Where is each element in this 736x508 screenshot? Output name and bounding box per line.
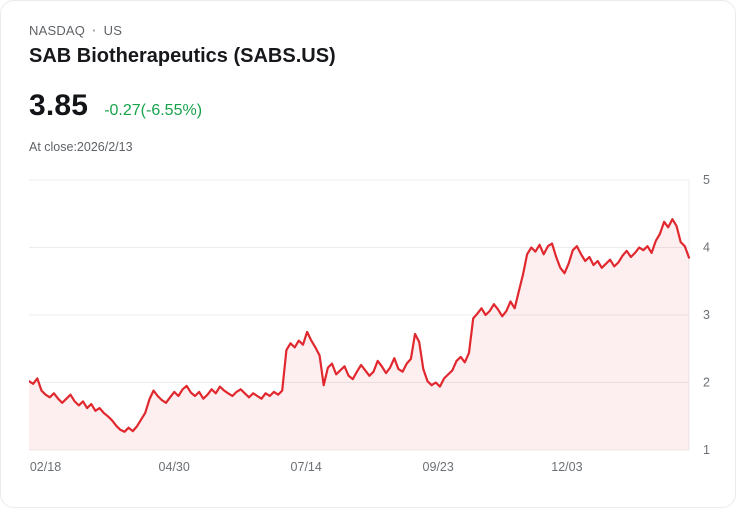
price-row: 3.85 -0.27(-6.55%): [29, 89, 707, 123]
y-axis-tick-label: 2: [703, 376, 710, 390]
price-change: -0.27(-6.55%): [104, 102, 203, 119]
page-title: SAB Biotherapeutics (SABS.US): [29, 45, 336, 67]
x-axis-tick-label: 12/03: [551, 460, 582, 474]
y-axis-tick-label: 5: [703, 174, 710, 187]
price-area: [29, 219, 689, 450]
price-line: [27, 218, 691, 433]
y-axis-tick-label: 4: [703, 241, 710, 255]
exchange-label: NASDAQ: [29, 23, 86, 38]
y-axis-tick-label: 1: [703, 443, 710, 457]
x-axis-tick-label: 02/18: [30, 460, 61, 474]
y-axis-tick-label: 3: [703, 308, 710, 322]
price-value: 3.85: [29, 89, 89, 122]
price-chart-canvas[interactable]: 5 4 3 2 1 02/18 04/30 07/14 09/23 12/03: [27, 173, 733, 478]
x-axis-tick-label: 04/30: [159, 460, 190, 474]
region-label: US: [103, 23, 123, 38]
x-axis-tick-label: 09/23: [423, 460, 454, 474]
exchange-row: NASDAQ · US: [29, 23, 707, 38]
separator-dot: ·: [92, 23, 97, 38]
price-chart[interactable]: 5 4 3 2 1 02/18 04/30 07/14 09/23 12/03: [1, 173, 735, 483]
close-timestamp: At close:2026/2/13: [29, 140, 133, 154]
x-axis-tick-label: 07/14: [291, 460, 322, 474]
